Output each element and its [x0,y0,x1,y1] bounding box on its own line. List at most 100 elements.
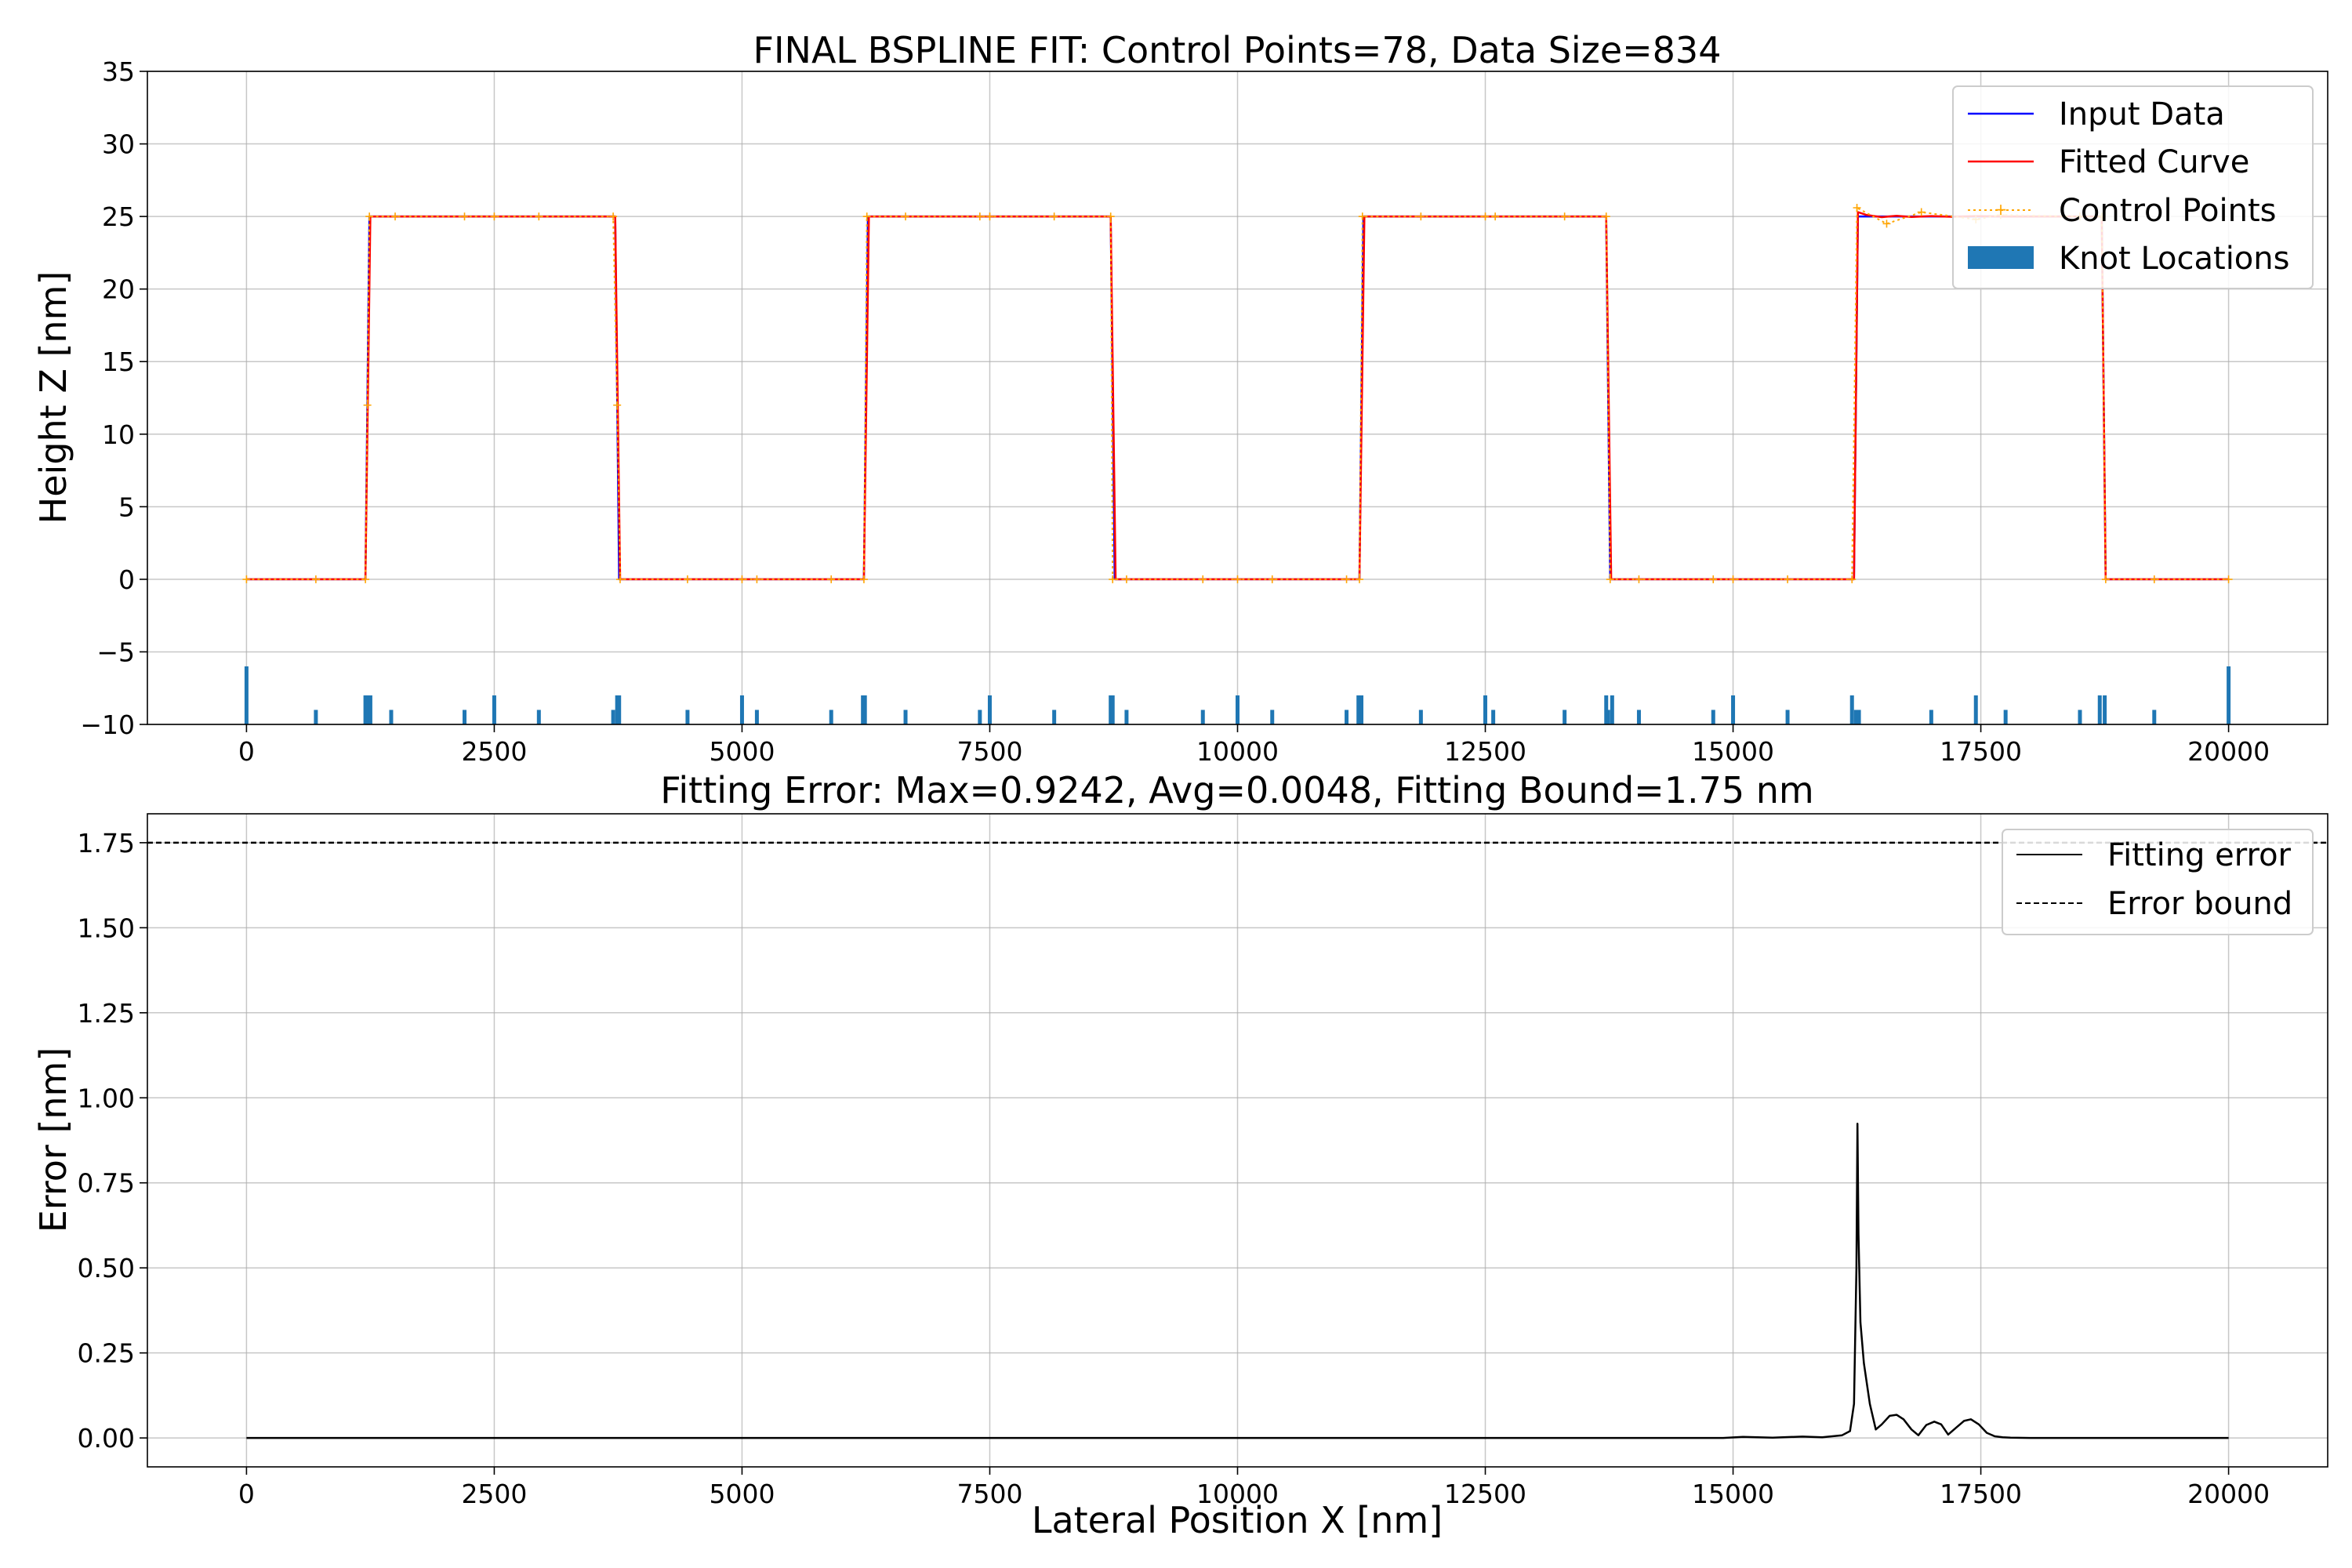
knot-location-bar [2078,710,2082,724]
knot-location-bar [1052,710,1057,724]
control-point-marker [1122,575,1131,583]
knot-location-bar [611,710,615,724]
height-plot-x-tick-label: 12500 [1444,736,1526,767]
knot-location-bar [1785,710,1790,724]
knot-location-bar [1731,695,1736,724]
control-point-marker [363,401,372,409]
knot-location-bar [1418,710,1423,724]
error-plot-x-tick-label: 17500 [1940,1479,2022,1509]
knot-location-bar [244,666,249,724]
control-point-marker [1417,212,1425,221]
control-point-marker [1784,575,1792,583]
knot-location-bar [2152,710,2157,724]
knot-location-bar [1853,710,1858,724]
control-point-marker [311,575,320,583]
control-point-marker [460,212,469,221]
knot-location-bar [368,695,372,724]
control-point-marker [1729,575,1737,583]
control-point-marker [902,212,910,221]
height-plot-y-tick-label: −5 [96,637,135,667]
knot-location-bar [1606,710,1610,724]
error-plot-y-tick-label: 0.75 [78,1168,135,1199]
control-point-marker [2224,575,2233,583]
legend-marker-control-points: + [1994,200,2008,219]
legend-swatch-knot-locations [1968,246,2034,269]
height-plot-y-tick-label: 0 [118,564,135,595]
control-point-marker [1268,575,1276,583]
control-point-marker [1481,212,1490,221]
height-plot-x-tick-label: 20000 [2187,736,2270,767]
control-point-marker [1106,212,1115,221]
error-plot-legend-box [2002,829,2314,935]
knot-location-bar [617,695,622,724]
control-point-marker [391,212,400,221]
error-plot-x-tick-label: 5000 [709,1479,775,1509]
error-plot-y-tick-label: 1.75 [78,828,135,858]
knot-location-bar [314,710,318,724]
error-plot-y-tick-label: 1.25 [78,998,135,1029]
x-axis-label: Lateral Position X [nm] [1032,1499,1443,1541]
knot-location-bar [463,710,467,724]
knot-location-bar [1110,695,1115,724]
knot-location-bar [1359,695,1364,724]
height-plot-y-tick-label: 25 [102,201,135,232]
error-plot-title: Fitting Error: Max=0.9242, Avg=0.0048, F… [660,769,1813,811]
control-point-marker [535,212,543,221]
series-line-fitting-error [246,1122,2229,1439]
control-point-marker [609,212,618,221]
knot-location-bar [389,710,394,724]
error-plot-x-tick-label: 15000 [1692,1479,1774,1509]
height-plot-x-tick-label: 7500 [956,736,1022,767]
knot-location-bar [1973,695,1978,724]
control-point-marker [2150,575,2158,583]
knot-location-bar [2003,710,2008,724]
error-plot-x-tick-label: 7500 [956,1479,1022,1509]
error-plot-x-tick-label: 2500 [461,1479,527,1509]
height-plot-x-tick-label: 17500 [1940,736,2022,767]
knot-location-bar [2103,695,2107,724]
control-point-marker [859,575,868,583]
control-point-marker [615,575,624,583]
knot-location-bar [1200,710,1205,724]
control-point-marker [1358,212,1367,221]
control-point-marker [361,575,370,583]
height-plot-y-tick-label: 30 [102,129,135,160]
height-plot-x-tick-label: 0 [238,736,255,767]
knot-location-bar [536,710,541,724]
control-point-marker [242,575,251,583]
control-point-marker [1853,204,1861,212]
height-plot-x-tick-label: 2500 [461,736,527,767]
knot-location-bar [1345,710,1349,724]
control-point-marker [2101,575,2110,583]
control-point-marker [1342,575,1351,583]
legend-label-knot-locations: Knot Locations [2059,241,2289,277]
error-plot-y-tick-label: 0.00 [78,1423,135,1454]
knot-location-bar [1636,710,1641,724]
error-plot-y-tick-label: 0.50 [78,1253,135,1283]
control-point-marker [1602,212,1610,221]
control-point-marker [975,212,984,221]
height-plot-x-tick-label: 15000 [1692,736,1774,767]
knot-location-bar [1563,710,1567,724]
error-plot-y-tick-label: 0.25 [78,1338,135,1369]
control-point-marker [683,575,691,583]
control-point-marker [1635,575,1643,583]
knot-location-bar [492,695,496,724]
knot-location-bar [987,695,992,724]
height-plot-ticks: 0 2500 5000 7500 10000 12500 15000 17500 20000 −1… [80,56,2270,767]
control-point-marker [1882,220,1891,228]
knot-location-bar [1604,695,1609,724]
control-point-marker [1491,212,1500,221]
knot-location-bar [903,710,908,724]
knot-location-bar [978,710,982,724]
knot-location-bar [1124,710,1129,724]
knot-location-bar [1236,695,1240,724]
error-plot-x-tick-label: 0 [238,1479,255,1509]
knot-location-bar [1711,710,1715,724]
legend-label-error-bound: Error bound [2107,886,2292,922]
error-plot-legend: Fitting error Error bound [2002,829,2314,935]
control-point-marker [1050,212,1058,221]
knot-location-bar [1610,695,1614,724]
control-point-marker [1606,575,1614,583]
